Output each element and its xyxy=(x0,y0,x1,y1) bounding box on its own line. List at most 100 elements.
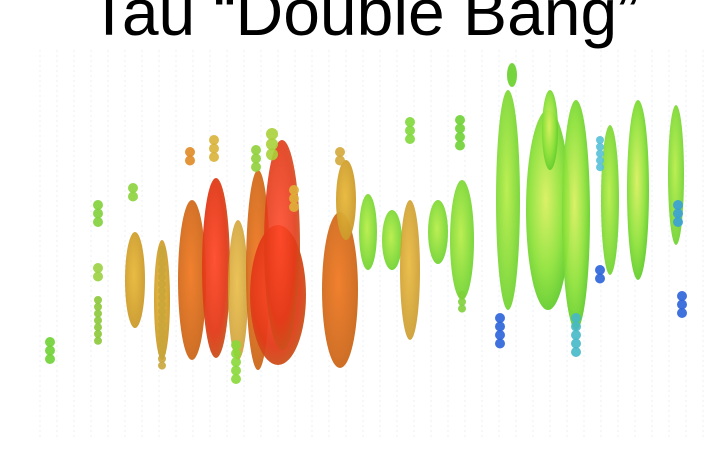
hit-cluster xyxy=(336,160,356,240)
hit-cluster xyxy=(507,63,517,87)
dom-hit xyxy=(455,140,465,151)
hit-cluster xyxy=(450,180,474,300)
dom-hit xyxy=(158,293,166,302)
dom-hit xyxy=(93,200,103,210)
dom-hit xyxy=(158,252,166,261)
dom-hit xyxy=(251,162,261,172)
dom-hit xyxy=(45,345,55,356)
hit-cluster xyxy=(382,210,402,270)
dom-hit xyxy=(128,183,138,193)
dom-hit xyxy=(93,208,103,219)
dom-hit xyxy=(158,354,166,363)
dom-hit xyxy=(405,117,415,127)
dom-hit xyxy=(93,271,103,282)
dom-hit xyxy=(596,163,604,172)
dom-hit xyxy=(455,132,465,142)
dom-hit xyxy=(158,300,166,309)
hit-cluster xyxy=(228,220,248,360)
dom-hit xyxy=(158,266,166,275)
hit-cluster xyxy=(526,110,570,310)
dom-hit xyxy=(158,273,166,282)
dom-hit xyxy=(571,321,581,332)
dom-hit xyxy=(458,297,466,306)
dom-hit xyxy=(673,200,683,210)
dom-hit xyxy=(185,155,195,166)
dom-hit xyxy=(94,336,102,345)
hit-cluster xyxy=(428,200,448,264)
dom-hit xyxy=(94,323,102,332)
dom-hit xyxy=(231,365,241,376)
dom-hit xyxy=(673,208,683,219)
dom-hit xyxy=(231,357,241,367)
dom-hit xyxy=(209,152,219,162)
dom-hit xyxy=(231,348,241,359)
dom-hit xyxy=(495,321,505,332)
dom-hit xyxy=(455,123,465,134)
dom-hit xyxy=(128,191,138,202)
dom-hit xyxy=(158,259,166,268)
hit-cluster xyxy=(125,232,145,328)
dom-hit xyxy=(158,314,166,322)
dom-hit xyxy=(251,153,261,164)
dom-hit xyxy=(289,202,299,212)
dom-hit xyxy=(571,338,581,349)
dom-hit xyxy=(289,193,299,204)
dom-hit xyxy=(45,337,55,347)
dom-hit xyxy=(158,334,166,343)
hit-cluster xyxy=(359,194,377,270)
dom-hit xyxy=(405,134,415,144)
dom-hit xyxy=(158,327,166,336)
dom-hit xyxy=(595,265,605,275)
dom-hit xyxy=(158,246,166,254)
hit-cluster xyxy=(264,140,300,350)
dom-hit xyxy=(458,291,466,299)
hit-cluster xyxy=(178,200,206,360)
dom-hit xyxy=(266,138,278,151)
hit-clusters xyxy=(45,63,687,384)
dom-hit xyxy=(251,145,261,155)
dom-hit xyxy=(495,338,505,349)
hit-cluster xyxy=(627,100,649,280)
dom-hit xyxy=(458,304,466,313)
dom-hit xyxy=(158,361,166,370)
dom-hit xyxy=(231,374,241,384)
dom-hit xyxy=(571,330,581,340)
dom-hit xyxy=(596,142,604,151)
hit-cluster xyxy=(601,125,619,275)
dom-hit xyxy=(335,155,345,166)
hit-cluster xyxy=(202,178,230,358)
dom-hit xyxy=(185,147,195,157)
dom-hit xyxy=(289,185,299,195)
dom-hit xyxy=(93,263,103,273)
dom-hit xyxy=(571,313,581,323)
dom-hit xyxy=(455,115,465,125)
dom-hit xyxy=(677,291,687,301)
dom-hit xyxy=(93,217,103,227)
dom-hit xyxy=(266,148,278,161)
dom-hit xyxy=(158,307,166,316)
hit-cluster xyxy=(562,100,590,330)
dom-hit xyxy=(94,302,102,311)
dom-hit xyxy=(405,125,415,136)
dom-hit xyxy=(596,149,604,158)
dom-hit xyxy=(158,280,166,288)
dom-hit xyxy=(335,147,345,157)
dom-hit xyxy=(596,136,604,144)
dom-hit xyxy=(158,348,166,356)
dom-hit xyxy=(45,354,55,364)
figure-title: Tau “Double Bang” xyxy=(88,0,640,49)
dom-hit xyxy=(595,273,605,284)
hit-cluster xyxy=(400,200,420,340)
dom-hit xyxy=(158,286,166,295)
dom-hit xyxy=(495,313,505,323)
hit-cluster xyxy=(496,90,520,310)
dom-hit xyxy=(571,347,581,357)
hit-cluster xyxy=(322,212,358,368)
dom-hit xyxy=(94,330,102,338)
dom-hit xyxy=(677,299,687,310)
dom-hit xyxy=(94,296,102,304)
dom-hit xyxy=(209,143,219,154)
dom-hit xyxy=(677,308,687,318)
